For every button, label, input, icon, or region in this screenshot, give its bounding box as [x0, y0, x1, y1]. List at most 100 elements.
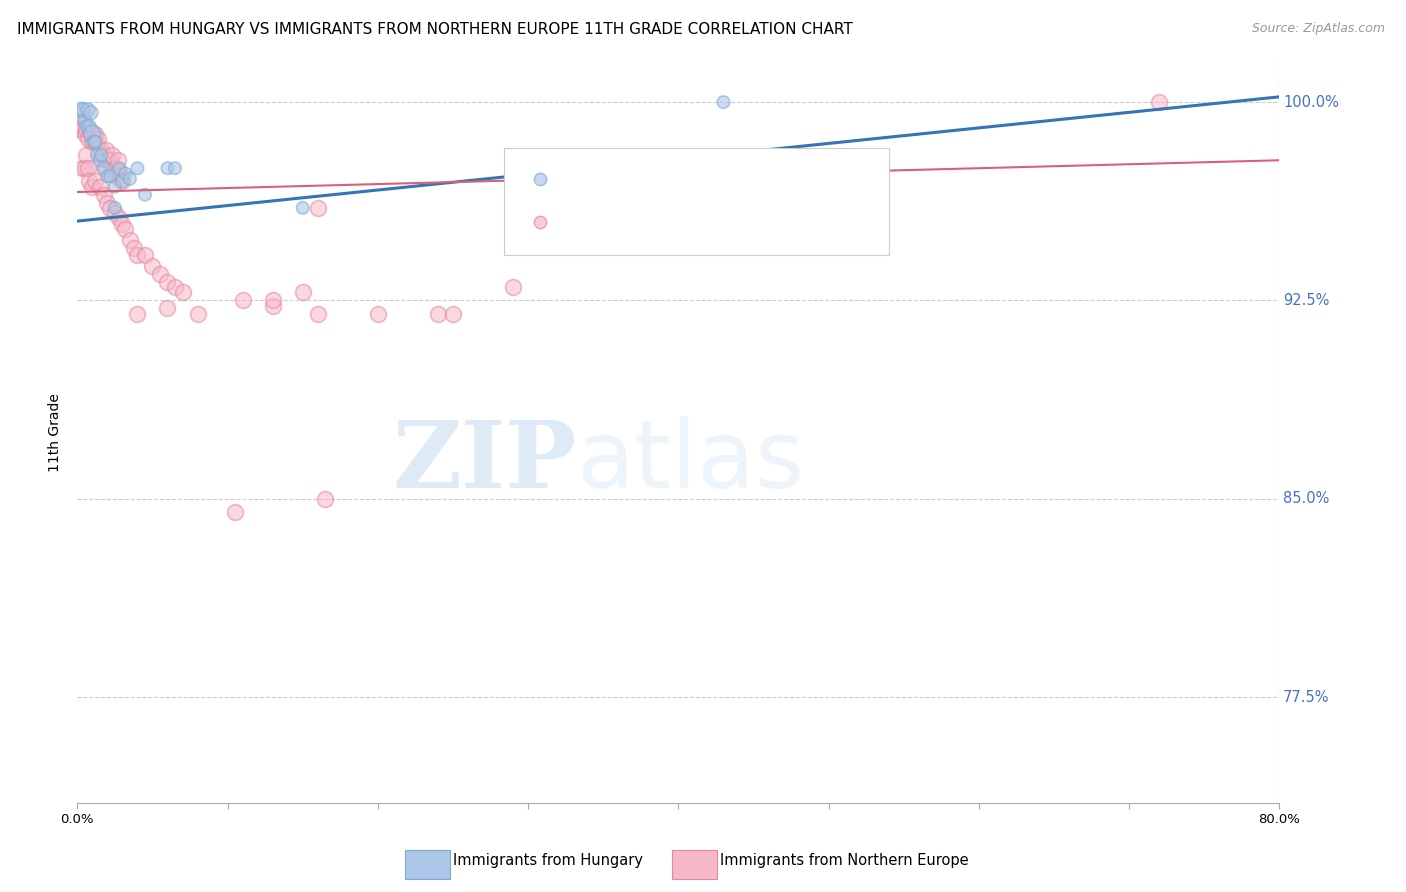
Point — [134, 187, 156, 202]
Point — [83, 135, 105, 149]
Point — [107, 153, 129, 168]
Point — [127, 307, 149, 321]
Point — [108, 211, 131, 226]
FancyBboxPatch shape — [505, 147, 889, 255]
Point — [96, 195, 118, 210]
Text: R = 0.039   N = 70: R = 0.039 N = 70 — [568, 212, 725, 231]
Point — [127, 248, 149, 262]
Text: 77.5%: 77.5% — [1284, 690, 1330, 705]
Y-axis label: 11th Grade: 11th Grade — [48, 393, 62, 472]
Point — [103, 164, 125, 178]
Point — [232, 293, 254, 308]
Point — [91, 148, 114, 162]
Point — [114, 222, 136, 236]
Point — [104, 201, 127, 215]
Point — [124, 240, 146, 254]
Point — [100, 201, 122, 215]
Text: Immigrants from Northern Europe: Immigrants from Northern Europe — [720, 854, 969, 868]
Point — [100, 169, 122, 183]
Point — [90, 143, 112, 157]
Point — [96, 153, 118, 168]
Point — [114, 166, 136, 180]
Point — [89, 153, 111, 168]
Point — [291, 285, 314, 300]
Point — [75, 148, 97, 162]
Point — [262, 299, 284, 313]
Point — [427, 307, 450, 321]
Point — [127, 161, 149, 176]
Point — [69, 116, 91, 130]
Point — [75, 121, 97, 136]
Point — [134, 248, 156, 262]
Point — [163, 280, 186, 294]
Point — [90, 148, 112, 162]
Point — [79, 119, 101, 133]
Point — [80, 127, 103, 141]
Point — [104, 179, 127, 194]
Text: Immigrants from Hungary: Immigrants from Hungary — [453, 854, 643, 868]
Text: atlas: atlas — [576, 417, 804, 508]
Point — [94, 143, 117, 157]
Point — [87, 132, 110, 146]
Point — [84, 127, 107, 141]
Point — [186, 307, 209, 321]
Text: 92.5%: 92.5% — [1284, 293, 1330, 308]
Point — [110, 169, 132, 183]
Point — [291, 201, 314, 215]
Point — [108, 161, 131, 176]
Point — [163, 161, 186, 176]
Point — [73, 113, 96, 128]
Point — [72, 103, 94, 117]
Point — [97, 153, 120, 168]
Point — [86, 148, 108, 162]
Point — [76, 161, 98, 176]
Point — [93, 161, 115, 176]
Point — [441, 307, 464, 321]
Text: 100.0%: 100.0% — [1284, 95, 1339, 110]
Point — [307, 201, 329, 215]
Point — [111, 174, 134, 188]
Point — [82, 135, 104, 149]
Point — [76, 103, 98, 117]
Text: R = 0.374   N = 28: R = 0.374 N = 28 — [568, 170, 725, 188]
Point — [70, 108, 93, 122]
Text: Source: ZipAtlas.com: Source: ZipAtlas.com — [1251, 22, 1385, 36]
Point — [141, 259, 163, 273]
Point — [84, 174, 107, 188]
Point — [70, 103, 93, 117]
Point — [70, 161, 93, 176]
Point — [89, 148, 111, 162]
Point — [713, 95, 735, 109]
Point — [76, 132, 98, 146]
Point — [83, 135, 105, 149]
Point — [172, 285, 194, 300]
Point — [82, 179, 104, 194]
Point — [84, 135, 107, 149]
Point — [108, 164, 131, 178]
Point — [104, 161, 127, 176]
Point — [314, 491, 336, 506]
Point — [72, 121, 94, 136]
Text: IMMIGRANTS FROM HUNGARY VS IMMIGRANTS FROM NORTHERN EUROPE 11TH GRADE CORRELATIO: IMMIGRANTS FROM HUNGARY VS IMMIGRANTS FR… — [17, 22, 852, 37]
Point — [100, 153, 122, 168]
Point — [75, 119, 97, 133]
Point — [111, 174, 134, 188]
Point — [502, 280, 524, 294]
Point — [89, 179, 111, 194]
Point — [111, 217, 134, 231]
Point — [118, 233, 141, 247]
Point — [156, 161, 179, 176]
Point — [86, 137, 108, 152]
Point — [224, 505, 246, 519]
Point — [93, 161, 115, 176]
Point — [101, 148, 124, 162]
Text: ZIP: ZIP — [392, 417, 576, 508]
Point — [73, 127, 96, 141]
Point — [105, 169, 128, 183]
Point — [79, 174, 101, 188]
Point — [156, 275, 179, 289]
Point — [156, 301, 179, 316]
Point — [118, 171, 141, 186]
Point — [96, 169, 118, 183]
Point — [367, 307, 389, 321]
